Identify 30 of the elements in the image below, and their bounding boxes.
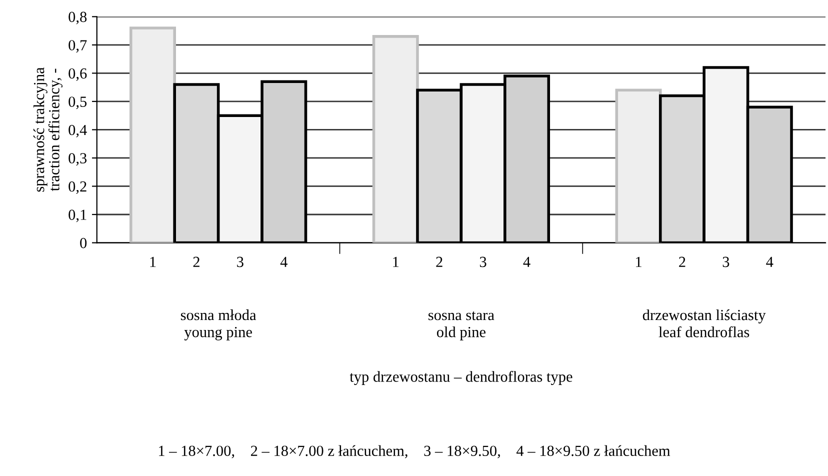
- bar: [372, 35, 419, 243]
- text: 2: [679, 256, 686, 267]
- text: 1 – 18×7.00, 2 – 18×7.00 z łańcuchem, 3 – 18×9.50, 4 – 18×9.50 z łańcuchem: [159, 445, 670, 458]
- y-tick-label: 0,2: [68, 181, 86, 194]
- y-tick-label: 0,1: [68, 210, 86, 222]
- x-axis-title: typ drzewostanu – dendrofloras type: [350, 370, 572, 385]
- bar: [129, 26, 176, 243]
- text: 2: [436, 256, 442, 267]
- text: 1: [636, 256, 642, 267]
- text: 3: [722, 256, 730, 268]
- x-tick-label: sosna młoda young pine: [180, 309, 256, 340]
- y-tick-label: 0: [80, 238, 87, 248]
- text: 4: [766, 256, 774, 267]
- x-tick-label: drzewostan liściasty leaf dendroflas: [642, 309, 766, 338]
- x-tick-label: sosna stara old pine: [428, 311, 494, 340]
- series-label: 1: [150, 256, 156, 267]
- y-tick-label: 0,7: [68, 40, 87, 53]
- y-tick-label: 0,3: [68, 153, 87, 166]
- text: 3: [480, 256, 486, 268]
- series-label: 3: [237, 256, 244, 268]
- text: 4: [523, 256, 530, 267]
- bar: [615, 88, 662, 243]
- series-label: 2: [193, 256, 200, 267]
- series-label: 4: [280, 256, 288, 267]
- y-axis-title: sprawność trakcyjna traction efficiency, -: [33, 67, 62, 192]
- y-tick-label: 0,5: [68, 96, 87, 110]
- y-tick-label: 0,4: [68, 124, 87, 138]
- y-tick-label: 0,8: [68, 12, 87, 24]
- y-tick-label: 0,6: [68, 68, 87, 81]
- text: 1: [393, 256, 399, 267]
